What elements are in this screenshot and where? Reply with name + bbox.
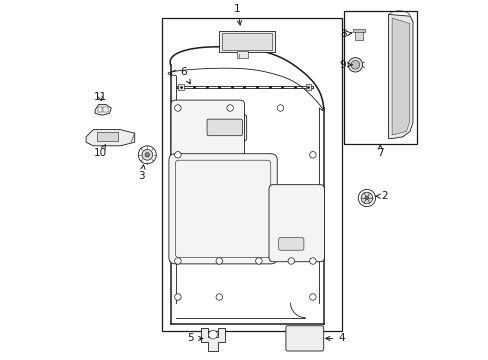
Circle shape (365, 196, 368, 200)
Circle shape (216, 294, 222, 300)
Circle shape (145, 153, 149, 157)
Bar (237, 51, 247, 58)
Bar (305, 84, 311, 90)
Circle shape (350, 60, 359, 69)
Bar (354, 31, 363, 40)
Text: 5: 5 (187, 333, 203, 343)
Circle shape (358, 189, 375, 207)
Bar (222, 33, 272, 50)
Text: 11: 11 (94, 92, 107, 102)
Circle shape (287, 258, 294, 264)
Polygon shape (86, 130, 134, 146)
Text: 3: 3 (138, 165, 145, 181)
FancyBboxPatch shape (168, 154, 277, 264)
Text: 9: 9 (339, 60, 351, 70)
FancyBboxPatch shape (268, 185, 324, 262)
Bar (97, 132, 118, 141)
Bar (219, 31, 275, 52)
Circle shape (226, 105, 233, 111)
Text: 10: 10 (94, 145, 107, 158)
Circle shape (361, 192, 372, 204)
Text: 6: 6 (180, 67, 190, 84)
Bar (103, 107, 107, 112)
Circle shape (174, 258, 181, 264)
Circle shape (138, 146, 156, 164)
FancyBboxPatch shape (171, 100, 244, 159)
Text: 2: 2 (375, 191, 387, 201)
FancyBboxPatch shape (285, 326, 323, 351)
FancyBboxPatch shape (203, 115, 246, 141)
Text: 4: 4 (325, 333, 344, 343)
Circle shape (309, 258, 316, 264)
Text: 7: 7 (376, 145, 383, 158)
Polygon shape (391, 18, 408, 135)
Polygon shape (201, 328, 224, 351)
Circle shape (255, 258, 262, 264)
Circle shape (208, 330, 217, 339)
Circle shape (309, 152, 316, 158)
Text: 1: 1 (234, 4, 241, 25)
Bar (98, 107, 102, 112)
Text: 8: 8 (339, 29, 351, 39)
Bar (178, 84, 183, 90)
Polygon shape (387, 14, 412, 139)
Circle shape (309, 294, 316, 300)
FancyBboxPatch shape (206, 119, 242, 136)
Circle shape (174, 105, 181, 111)
Polygon shape (95, 104, 111, 115)
Bar (162, 18, 341, 331)
Circle shape (216, 258, 222, 264)
Circle shape (277, 105, 283, 111)
Circle shape (174, 152, 181, 158)
Circle shape (347, 58, 362, 72)
Bar (352, 29, 365, 32)
Circle shape (142, 149, 152, 160)
Circle shape (174, 294, 181, 300)
Bar (343, 11, 416, 144)
FancyBboxPatch shape (278, 238, 303, 250)
